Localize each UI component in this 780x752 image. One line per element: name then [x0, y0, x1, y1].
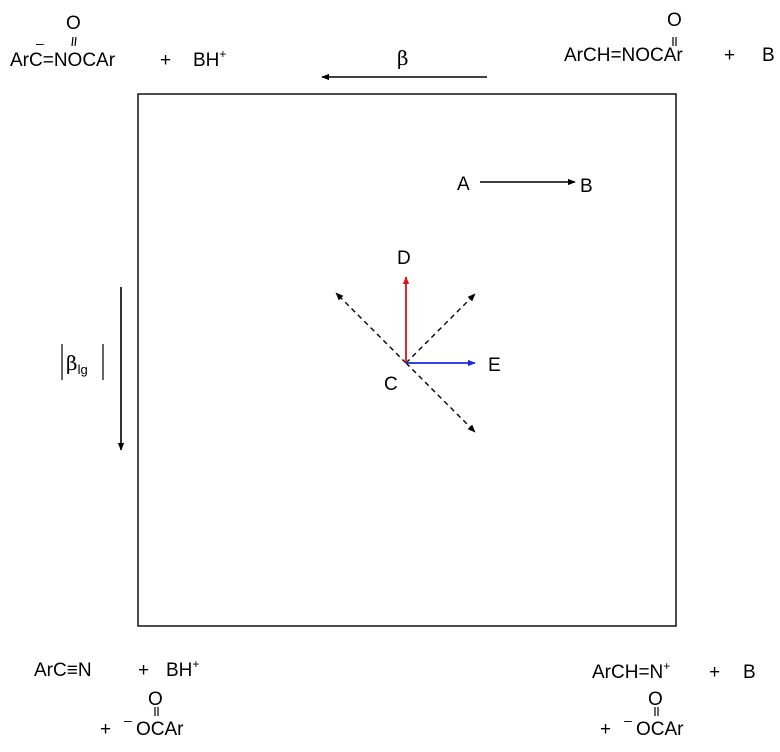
top-right-plus: +	[724, 45, 736, 66]
dashed-arrow-upper-left	[335, 292, 407, 364]
top-left-formula: ArC=NOCAr	[10, 50, 116, 71]
bottom-left-leaving-minus: –	[124, 712, 132, 728]
bottom-right-base: B	[743, 662, 756, 683]
top-left-carbonyl-bond-2	[74, 36, 77, 47]
top-left-carbonyl-oxygen: O	[66, 13, 81, 34]
bottom-left-leaving-plus: +	[100, 719, 112, 740]
bottom-right-formula: ArCH=N+	[592, 659, 671, 683]
top-left-base: BH+	[193, 47, 227, 71]
center-up-label: D	[397, 248, 411, 269]
top-right-base: B	[762, 45, 775, 66]
bottom-left-formula: ArC≡N	[34, 660, 92, 681]
legend-from-label: A	[457, 174, 470, 195]
top-right-formula: ArCH=NOCAr	[564, 45, 683, 66]
bottom-right-carbonyl-oxygen: O	[648, 689, 663, 710]
center-right-label: E	[488, 355, 501, 376]
top-left-plus: +	[160, 50, 172, 71]
bottom-left-plus: +	[138, 660, 150, 681]
beta-axis-label: β	[397, 46, 409, 70]
bottom-right-leaving-group: OCAr	[636, 719, 684, 740]
top-left-carbonyl-bond-1	[71, 36, 74, 47]
beta-lg-axis-label: βlg	[66, 351, 88, 377]
bottom-right-plus: +	[709, 662, 721, 683]
bottom-right-leaving-plus: +	[600, 719, 612, 740]
legend-to-label: B	[580, 176, 593, 197]
bottom-left-carbonyl-oxygen: O	[148, 689, 163, 710]
top-left-carbanion-minus: –	[36, 35, 44, 51]
dashed-arrow-upper-right	[405, 293, 476, 364]
top-right-carbonyl-oxygen: O	[667, 10, 682, 31]
bottom-left-base: BH+	[166, 657, 200, 681]
bottom-right-leaving-minus: –	[624, 712, 632, 728]
dashed-arrow-lower-right	[405, 362, 476, 433]
reaction-map-frame	[137, 93, 677, 627]
bottom-left-leaving-group: OCAr	[136, 719, 184, 740]
center-origin-label: C	[384, 374, 398, 395]
